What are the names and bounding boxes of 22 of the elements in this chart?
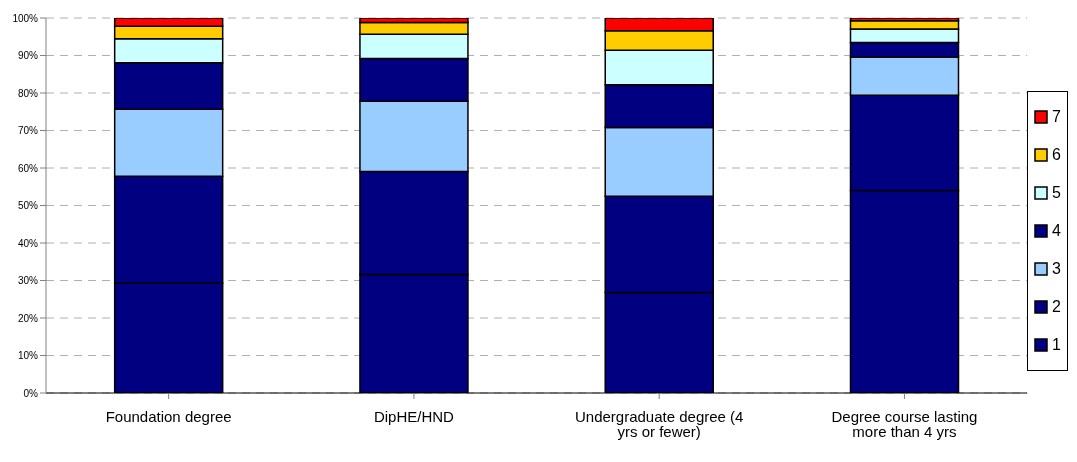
legend-label: 7 <box>1052 107 1061 126</box>
y-tick-label: 60% <box>17 162 39 174</box>
y-tick-label: 0% <box>23 387 39 399</box>
y-tick-label: 50% <box>17 200 39 212</box>
y-tick-label: 80% <box>17 87 39 99</box>
legend-label: 4 <box>1052 221 1061 240</box>
legend-label: 1 <box>1052 335 1061 354</box>
y-tick-label: 10% <box>17 350 39 362</box>
legend-label: 5 <box>1052 183 1061 202</box>
y-tick-label: 70% <box>17 125 39 137</box>
legend-label: 2 <box>1052 297 1061 316</box>
y-tick-label: 20% <box>17 312 39 324</box>
y-tick-label: 90% <box>17 50 39 62</box>
legend-label: 6 <box>1052 145 1061 164</box>
y-tick-label: 30% <box>17 275 39 287</box>
legend-label: 3 <box>1052 259 1061 278</box>
y-tick-label: 40% <box>17 237 39 249</box>
y-tick-label: 100% <box>12 12 39 24</box>
x-tick-label: DipHE/HND <box>373 407 455 425</box>
x-tick-label: Undergraduate degree (4 yrs or fewer) <box>574 407 744 440</box>
x-tick-label: Degree course lasting more than 4 yrs <box>831 407 978 440</box>
x-tick-label: Foundation degree <box>105 407 232 425</box>
